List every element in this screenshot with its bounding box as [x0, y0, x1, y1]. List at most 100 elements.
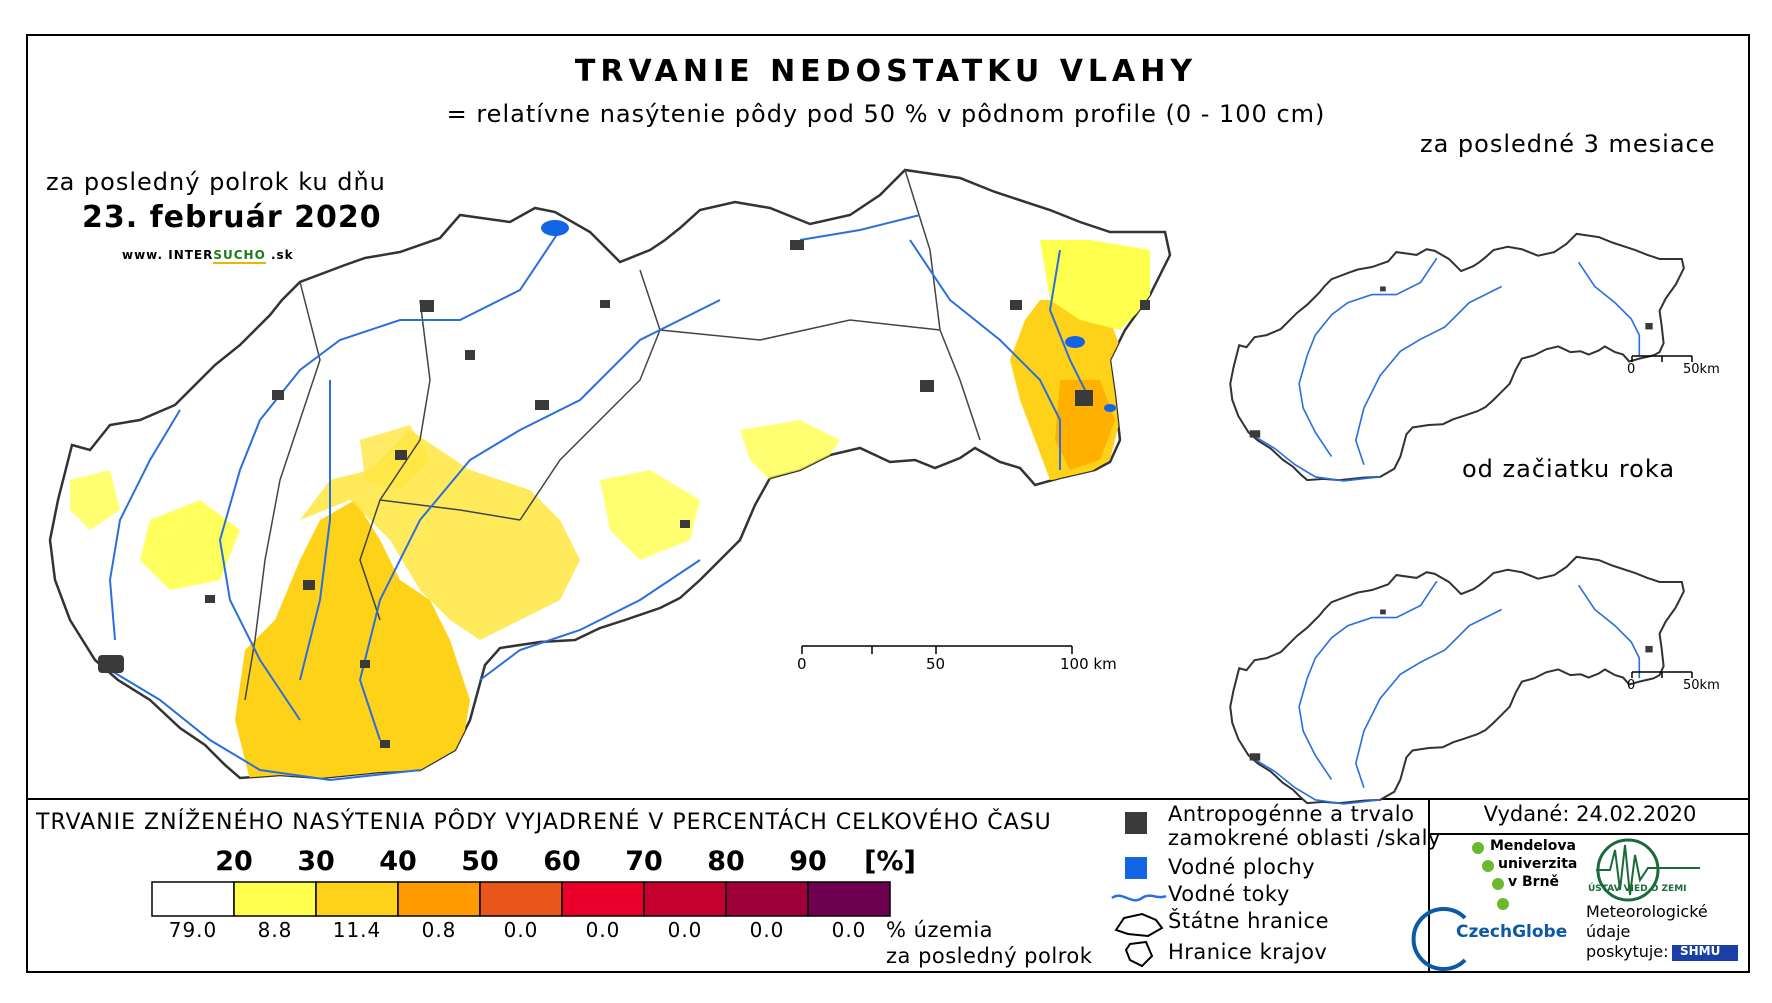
- mendel-text-3: v Brně: [1508, 874, 1560, 890]
- inset-bottom-urban: [1249, 609, 1653, 761]
- river-morava: [108, 409, 181, 641]
- inset-bottom-urban-za: [1380, 609, 1386, 615]
- water-orava: [541, 220, 569, 236]
- legend-bin-edge-6: 70: [625, 846, 663, 877]
- figure-frame: [26, 34, 1750, 973]
- inset-bottom-map: [1229, 555, 1685, 805]
- inset-top-urban: [1249, 286, 1653, 438]
- drought-zone-central: [600, 470, 700, 560]
- inset-bottom-river-danube: [1254, 758, 1381, 805]
- inset-top-scale-0: 0: [1627, 362, 1636, 377]
- mendel-dot-3: [1492, 878, 1504, 890]
- inset-bottom-label: od začiatku roka: [1462, 455, 1676, 483]
- legend-class-8: [725, 881, 809, 917]
- inset-top-map: [1229, 232, 1685, 482]
- river-nitra: [299, 380, 331, 681]
- urban-trnava: [205, 595, 215, 603]
- inset-bottom-base: [1229, 555, 1685, 805]
- issued-date: Vydané: 24.02.2020: [1483, 802, 1697, 826]
- region-border-4: [659, 319, 941, 341]
- river-label: Vodné toky: [1168, 882, 1290, 906]
- region-border-5: [939, 329, 981, 441]
- urban-kosice: [1075, 390, 1093, 406]
- legend-share-7: 0.0: [667, 918, 703, 942]
- issued-divider: [1428, 833, 1750, 835]
- legend-bin-edge-5: 60: [543, 846, 581, 877]
- uvgz-logo: [1596, 838, 1700, 902]
- legend-divider: [26, 798, 1750, 800]
- website-suffix: .sk: [265, 248, 294, 262]
- czechglobe-text: CzechGlobe: [1456, 922, 1568, 942]
- urban-nitra: [303, 580, 315, 590]
- urban-zilina: [420, 300, 434, 312]
- water-bodies: [541, 220, 1116, 412]
- water-body-label: Vodné plochy: [1168, 855, 1316, 879]
- website-label: www. INTERSUCHO .sk: [122, 248, 294, 264]
- meteo-text-3: poskytuje:: [1586, 942, 1669, 961]
- main-scale-100: 100 km: [1060, 655, 1117, 673]
- czechglobe-arc: [1411, 907, 1467, 971]
- legend-class-7: [643, 881, 727, 917]
- legend-vertical-divider: [1428, 798, 1430, 973]
- inset-bottom-scale-0: 0: [1627, 678, 1636, 693]
- legend-bin-edge-1: 20: [215, 846, 253, 877]
- urban-presov: [1010, 300, 1022, 310]
- region-border-label: Hranice krajov: [1168, 940, 1328, 964]
- legend-class-4: [397, 881, 481, 917]
- legend-share-3: 11.4: [332, 918, 382, 942]
- urban-areas: [98, 240, 1150, 748]
- period-label: za posledný polrok ku dňu: [46, 168, 386, 196]
- map-title: TRVANIE NEDOSTATKU VLAHY: [574, 54, 1198, 89]
- inset-bottom-rivers: [1254, 580, 1641, 805]
- main-scale-0: 0: [797, 655, 807, 673]
- inset-top-scale-bar: [1631, 355, 1693, 362]
- water-sirava: [1065, 336, 1085, 348]
- main-scale-bar: [801, 645, 1073, 654]
- inset-top-river-hron: [1354, 285, 1502, 465]
- inset-top-base: [1229, 232, 1685, 482]
- map-subtitle: = relatívne nasýtenie pôdy pod 50 % v pô…: [446, 100, 1326, 128]
- inset-top-river-vah: [1298, 257, 1438, 458]
- region-border-7: [379, 499, 521, 521]
- inset-bottom-river-hron: [1354, 608, 1502, 788]
- legend-share-5: 0.0: [503, 918, 539, 942]
- region-borders: [244, 169, 981, 701]
- urban-nove-zamky: [360, 660, 370, 668]
- river-topla: [1048, 249, 1091, 401]
- main-map-base: [48, 168, 1172, 780]
- inset-bottom-urban-ba: [1249, 753, 1261, 761]
- legend-bin-edge-2: 30: [297, 846, 335, 877]
- inset-top-urban-ke: [1645, 322, 1653, 330]
- legend-class-1: [151, 881, 235, 917]
- uvgz-seismo-line: [1596, 844, 1700, 896]
- legend-class-3: [315, 881, 399, 917]
- legend-bin-edge-9: [%]: [864, 846, 916, 877]
- region-border-2: [359, 299, 431, 621]
- drought-zone-northeast: [1040, 240, 1150, 330]
- urban-prievidza: [395, 450, 407, 460]
- state-border-label: Štátne hranice: [1168, 909, 1329, 933]
- mendel-text-1: Mendelova: [1490, 838, 1576, 854]
- inset-top-scale-line: [1631, 355, 1693, 362]
- legend-bin-edge-3: 40: [379, 846, 417, 877]
- shmu-rect: [1672, 945, 1738, 961]
- urban-liptov: [600, 300, 610, 308]
- drought-zone-east-orange: [1055, 380, 1115, 470]
- inset-top-rivers: [1254, 257, 1641, 482]
- inset-top-urban-za: [1380, 286, 1386, 292]
- shmu-logo: [1672, 945, 1738, 961]
- legend-share-9: 0.0: [831, 918, 867, 942]
- inset-bottom-urban-ke: [1645, 645, 1653, 653]
- region-border-6: [904, 169, 941, 331]
- drought-zone-west-yellow: [300, 430, 580, 640]
- river-hron: [358, 299, 721, 741]
- state-border-symbol: [1114, 912, 1164, 938]
- legend-bin-edge-8: 90: [789, 846, 827, 877]
- inset-top-urban-ba: [1249, 430, 1261, 438]
- mendel-logo: [1472, 842, 1509, 910]
- share-caption-1: % územia: [886, 918, 994, 942]
- legend-class-5: [479, 881, 563, 917]
- website-highlight: SUCHO: [213, 248, 266, 264]
- meteo-text-1: Meteorologické: [1586, 902, 1708, 921]
- legend-class-2: [233, 881, 317, 917]
